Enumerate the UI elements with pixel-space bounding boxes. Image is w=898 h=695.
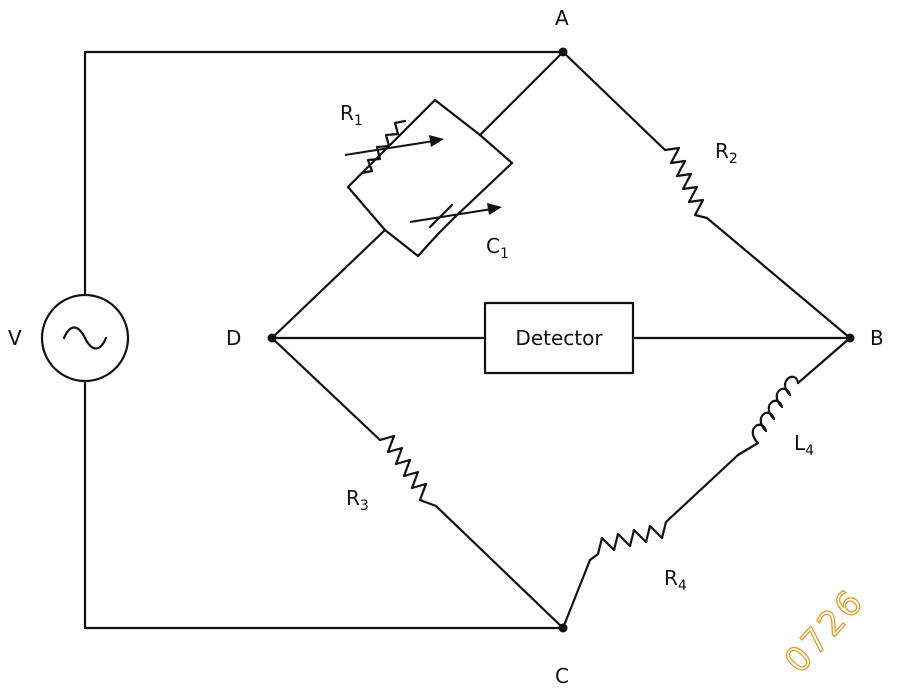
label-r2: R2 bbox=[715, 139, 738, 167]
label-l4: L4 bbox=[794, 431, 814, 459]
node-d-dot bbox=[267, 333, 277, 343]
wire-source-to-c bbox=[83, 379, 565, 630]
capacitor-c1 bbox=[409, 203, 502, 236]
resistor-r3 bbox=[378, 434, 438, 508]
label-c1: C1 bbox=[486, 234, 509, 262]
inductor-l4 bbox=[736, 375, 800, 457]
ac-voltage-source bbox=[40, 293, 130, 383]
node-a-dot bbox=[558, 47, 568, 57]
node-a-label: A bbox=[555, 6, 569, 30]
detector-branch: Detector bbox=[270, 301, 852, 375]
node-b-dot bbox=[845, 333, 855, 343]
node-d-label: D bbox=[226, 326, 241, 350]
label-r4: R4 bbox=[664, 566, 687, 594]
arm-d-c bbox=[270, 336, 565, 630]
arm-b-c bbox=[561, 336, 852, 630]
node-b-label: B bbox=[870, 326, 884, 350]
label-r3: R3 bbox=[346, 486, 369, 514]
resistor-r1 bbox=[360, 119, 407, 175]
resistor-r4 bbox=[588, 520, 668, 562]
source-label: V bbox=[8, 326, 22, 350]
watermark: 0726 bbox=[777, 581, 873, 681]
variable-arrow-r1 bbox=[344, 135, 444, 156]
node-c-label: C bbox=[555, 664, 569, 688]
detector-label: Detector bbox=[515, 326, 603, 350]
resistor-r2 bbox=[663, 146, 709, 220]
arm-a-d bbox=[270, 50, 565, 340]
node-c-dot bbox=[558, 623, 568, 633]
wire-source-to-a bbox=[83, 50, 565, 297]
label-r1: R1 bbox=[340, 101, 363, 129]
arm-a-b bbox=[561, 50, 852, 340]
